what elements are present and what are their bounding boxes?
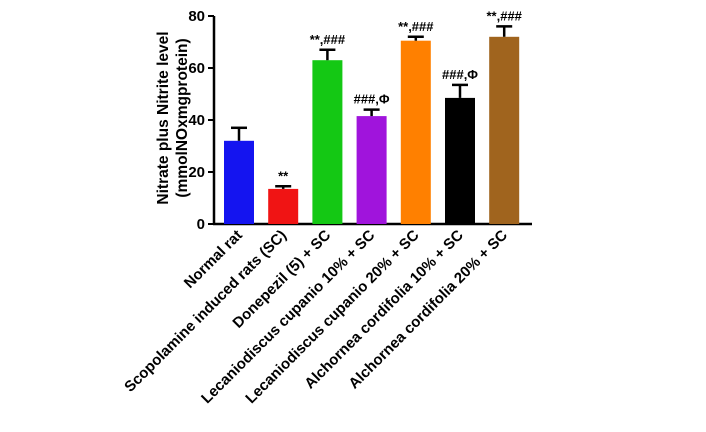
y-axis-label-line1: Nitrate plus Nitrite level — [155, 31, 172, 204]
y-tick-label-3: 60 — [188, 60, 205, 77]
x-category-label-6: Alchornea cordifolia 20% + SC — [345, 227, 511, 393]
x-category-label-1: Scopolamine induced rats (SC) — [121, 227, 290, 396]
y-axis-label-line2: (mmolNOxmgprotein) — [174, 38, 191, 197]
significance-label-2: **,### — [310, 32, 346, 47]
bar-6 — [489, 36, 520, 224]
significance-label-1: ** — [278, 168, 289, 183]
bar-0 — [224, 140, 254, 224]
significance-label-3: ###,Φ — [354, 92, 390, 107]
bar-1 — [268, 188, 299, 224]
significance-label-6: **,### — [486, 8, 522, 23]
x-category-label-5: Alchornea cordifolia 10% + SC — [301, 227, 467, 393]
y-tick-label-0: 0 — [197, 216, 205, 233]
bar-5 — [445, 97, 475, 224]
significance-label-5: ###,Φ — [442, 67, 478, 82]
bar-3 — [356, 116, 387, 224]
bar-4 — [400, 40, 431, 225]
significance-label-4: **,### — [398, 19, 434, 34]
bar-2 — [312, 60, 343, 225]
y-tick-label-1: 20 — [188, 164, 205, 181]
y-tick-label-4: 80 — [188, 8, 205, 25]
y-tick-label-2: 40 — [188, 112, 205, 129]
